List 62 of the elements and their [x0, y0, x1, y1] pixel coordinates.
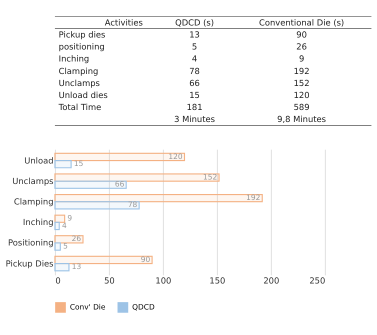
bar	[54, 242, 61, 251]
data-label: 3 Minutes	[174, 114, 215, 124]
data-label: 90	[296, 30, 307, 40]
data-label: 120	[168, 152, 183, 161]
category-label: Pickup dies	[58, 30, 106, 40]
legend-label: QDCD	[132, 302, 155, 312]
y-tick-label: Clamping	[14, 196, 54, 207]
category-label: positioning	[58, 42, 105, 52]
data-label: 26	[296, 42, 307, 52]
bar	[54, 214, 66, 223]
data-label: 66	[114, 180, 125, 189]
data-label: 4	[192, 54, 198, 64]
data-label: 15	[74, 159, 84, 168]
x-tick-label: 0	[55, 276, 61, 286]
category-label: Clamping	[58, 66, 98, 76]
x-tick-label: 150	[209, 276, 226, 286]
data-label: 152	[294, 78, 310, 88]
data-label: 9,8 Minutes	[277, 114, 326, 124]
y-tick-label: Positioning	[8, 238, 54, 248]
x-tick-label: 250	[309, 276, 326, 286]
data-label: 4	[62, 220, 68, 230]
data-label: 5	[192, 42, 198, 52]
data-label: 192	[246, 193, 260, 202]
data-label: 9	[67, 214, 72, 223]
data-label: 26	[72, 234, 82, 244]
bar	[54, 160, 72, 168]
x-tick-label: 100	[155, 276, 172, 286]
data-label: 90	[140, 254, 151, 264]
category-label: Unclamps	[58, 78, 100, 88]
category-label: Unload dies	[58, 90, 108, 100]
data-label: 13	[189, 30, 200, 40]
y-tick-label: Unload	[24, 155, 54, 166]
data-label: 15	[189, 90, 200, 100]
bar	[54, 201, 140, 210]
data-label: 5	[63, 241, 68, 250]
data-label: 152	[202, 172, 218, 182]
bar	[54, 256, 153, 264]
y-tick-label: Unclamps	[12, 176, 54, 186]
data-label: 66	[189, 78, 200, 88]
bar	[54, 152, 186, 162]
category-label: Inching	[58, 54, 90, 64]
bar	[54, 262, 70, 272]
data-label: 13	[72, 262, 82, 272]
data-label: 78	[189, 66, 200, 76]
category-label: Total Time	[58, 102, 102, 112]
bar	[54, 194, 263, 202]
legend-label: Conv' Die	[70, 302, 106, 312]
x-tick-label: 200	[263, 276, 280, 286]
data-label: 78	[128, 200, 138, 210]
bar	[54, 222, 60, 230]
y-tick-label: Pickup Dies	[6, 258, 54, 268]
data-label: 589	[294, 102, 310, 112]
data-label: 181	[186, 102, 203, 112]
data-label: 192	[294, 66, 310, 76]
text: Activities	[104, 17, 143, 28]
y-tick-label: Inching	[22, 217, 54, 228]
x-tick-label: 50	[104, 276, 115, 286]
text: QDCD (s)	[175, 17, 214, 28]
bar	[54, 180, 127, 189]
data-label: 9	[298, 54, 304, 64]
text: Conventional Die (s)	[259, 17, 344, 28]
data-label: 120	[294, 90, 310, 100]
